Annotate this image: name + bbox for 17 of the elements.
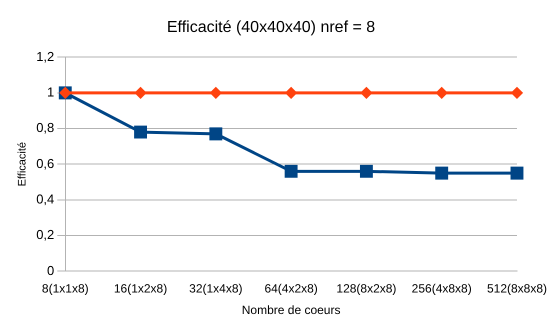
y-tick-label: 0,2 [36,227,54,242]
y-tick-label: 0,4 [36,191,54,206]
y-tick-label: 1,2 [36,48,54,64]
x-axis-title: Nombre de coeurs [242,303,340,318]
chart-title: Efficacité (40x40x40) nref = 8 [166,19,376,36]
x-tick-label: 256(4x8x8) [412,282,472,296]
y-axis-title: Efficacité [16,142,29,186]
x-tick-label: 128(8x2x8) [336,282,396,296]
x-tick-label: 32(1x4x8) [189,282,243,296]
x-tick-label: 64(4x2x8) [264,282,318,296]
x-tick-label: 16(1x2x8) [114,282,168,296]
x-tick-label: 512(8x8x8) [486,282,548,296]
x-tick-label: 8(1x1x8) [42,282,89,296]
y-tick-label: 1 [47,84,54,100]
y-tick-label: 0,6 [36,156,54,171]
y-tick-label: 0,8 [36,120,54,136]
y-tick-label: 0 [47,262,54,278]
